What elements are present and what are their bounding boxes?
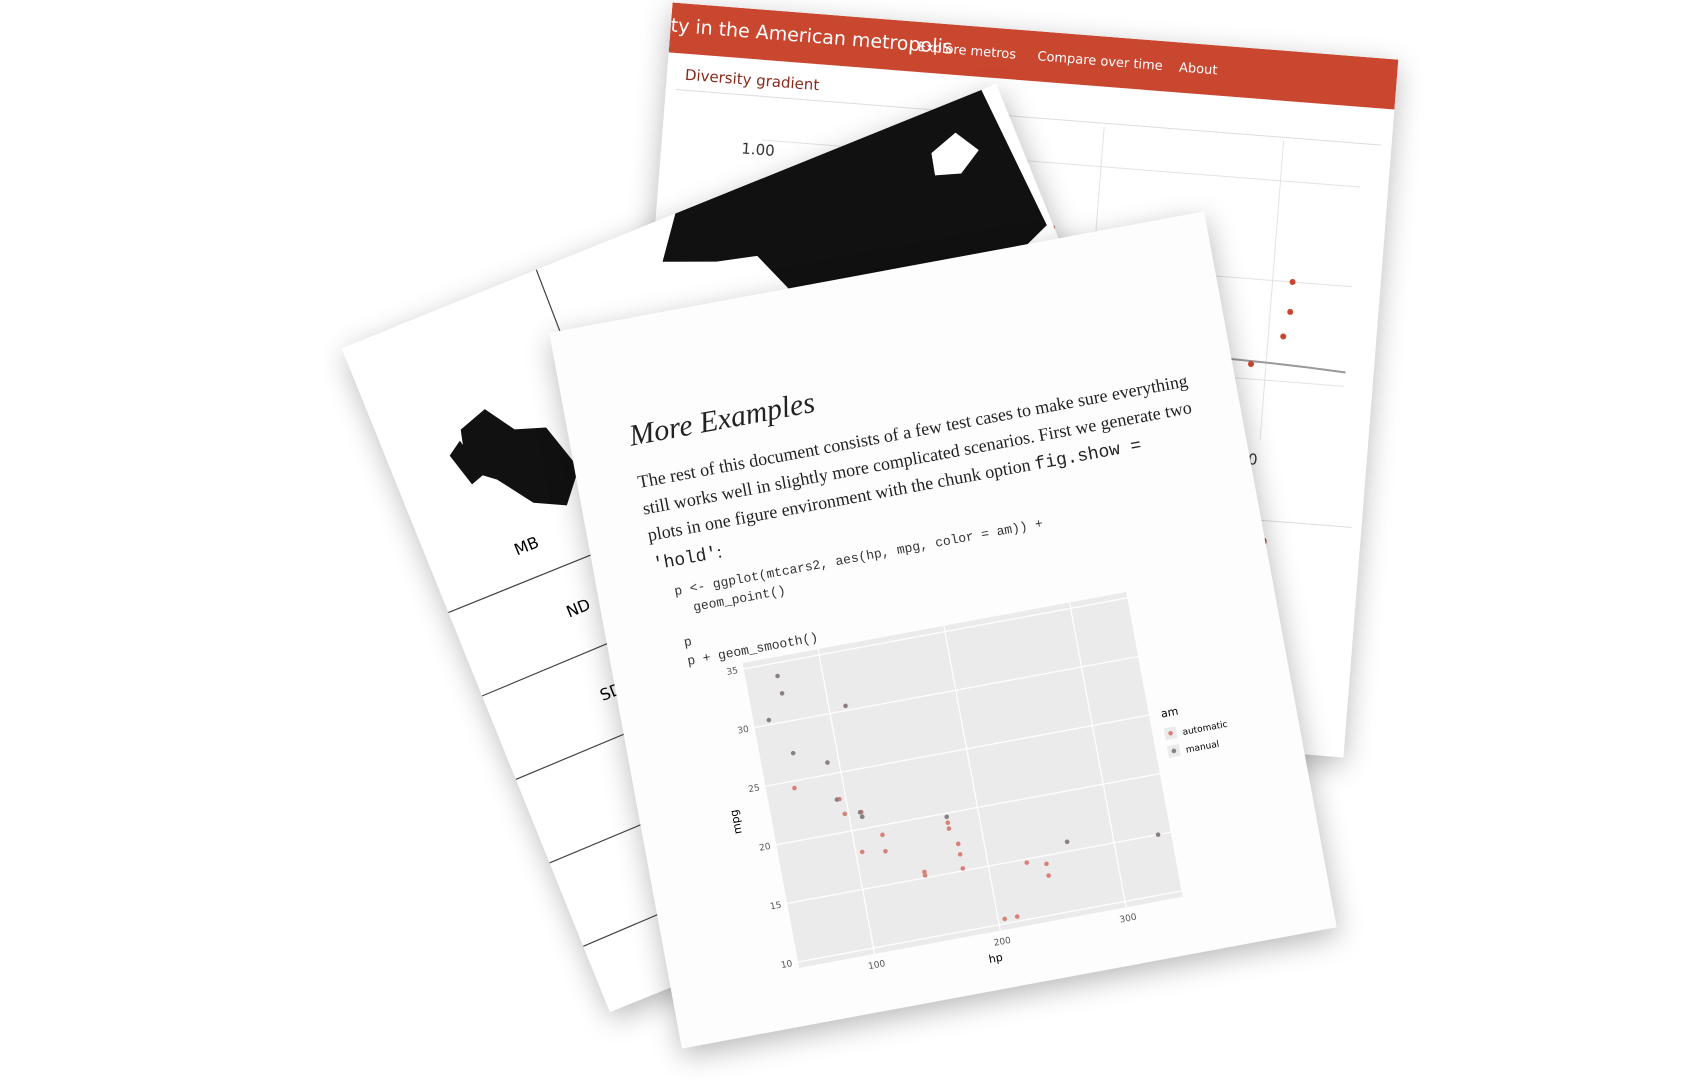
point [1155, 832, 1161, 837]
point [922, 873, 928, 878]
y-tick-label: 30 [737, 725, 750, 737]
point [779, 691, 785, 696]
point [960, 866, 966, 871]
point [944, 814, 950, 820]
point [1002, 916, 1007, 922]
grid-line [797, 890, 1182, 963]
point [1046, 873, 1051, 878]
grid-line [943, 625, 1001, 931]
legend-entry: manual [1185, 740, 1220, 756]
grid-line [743, 597, 1128, 670]
point [825, 760, 830, 765]
y-tick-label: 20 [758, 842, 771, 854]
grid-line [817, 648, 876, 954]
point [775, 673, 780, 679]
y-tick-label: 15 [769, 901, 782, 913]
point [945, 820, 951, 825]
point [857, 809, 863, 815]
legend-dot [1171, 748, 1177, 754]
y-tick-label: 35 [726, 666, 739, 678]
legend-title: am [1160, 705, 1180, 721]
x-tick-label: 300 [1119, 913, 1138, 926]
grid-line [754, 655, 1139, 729]
point [790, 750, 796, 756]
grid-line [765, 714, 1150, 787]
point [946, 826, 952, 831]
grid-line [787, 831, 1171, 904]
axis-text: 1.00 [741, 139, 776, 160]
point [1044, 861, 1049, 867]
point [1014, 914, 1020, 919]
x-axis-label: hp [988, 951, 1004, 966]
legend-dot [1168, 730, 1173, 736]
y-axis-label: mpg [727, 809, 744, 836]
x-tick-label: 200 [993, 936, 1012, 949]
point [880, 832, 885, 838]
point [859, 814, 865, 820]
nav-item[interactable]: Explore metros [917, 39, 1017, 63]
point [883, 848, 888, 854]
nav-item[interactable]: About [1178, 60, 1218, 79]
point [834, 797, 840, 802]
grid-line [776, 773, 1160, 846]
point [859, 849, 865, 855]
point [957, 852, 963, 857]
legend-entry: automatic [1182, 720, 1229, 738]
x-tick-label: 100 [867, 959, 886, 972]
nav-item[interactable]: Compare over time [1036, 49, 1164, 75]
point [922, 869, 927, 875]
point [955, 841, 961, 847]
point [1064, 839, 1070, 845]
point [766, 717, 772, 723]
map-label: MB [511, 532, 541, 559]
map-label: ND [563, 595, 593, 622]
point [792, 785, 797, 791]
point [842, 811, 848, 817]
lake [460, 409, 579, 506]
app-title: ty in the American metropolis [669, 14, 954, 59]
point [843, 703, 848, 709]
plot-panel [742, 591, 1183, 968]
grid-line [1068, 602, 1127, 908]
y-tick-label: 10 [780, 959, 793, 971]
document-sheet: More Examples The rest of this document … [549, 211, 1337, 1049]
point [1024, 860, 1030, 865]
y-tick-label: 25 [748, 783, 761, 795]
